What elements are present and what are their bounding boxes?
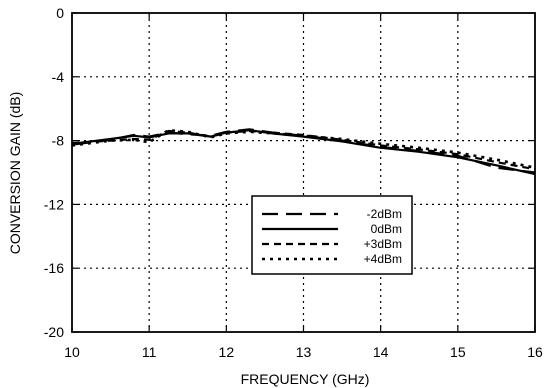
x-axis-title: FREQUENCY (GHz) [241,371,370,387]
x-tick-label: 10 [64,344,80,360]
legend-box [251,195,413,275]
x-tick-label: 15 [450,344,466,360]
y-tick-label: -8 [52,133,65,149]
series-line-3 [71,128,536,169]
y-tick-label: -4 [52,69,65,85]
x-tick-label: 11 [142,344,157,360]
series-lines [71,128,536,176]
legend-label: +3dBm [364,237,402,251]
y-axis-title: CONVERSION GAIN (dB) [7,92,23,255]
legend-label: 0dBm [371,222,402,236]
x-tick-label: 13 [296,344,312,360]
y-tick-label: 0 [56,5,64,21]
y-tick-label: -16 [44,260,64,276]
y-tick-label: -20 [44,324,64,340]
grid-lines [72,13,535,332]
legend-label: +4dBm [364,252,402,266]
x-tick-label: 12 [219,344,235,360]
axis-ticks: 10 11 12 13 14 15 16 0 -4 -8 -12 -16 -20 [44,5,543,360]
legend-label: -2dBm [367,207,402,221]
y-tick-label: -12 [44,196,64,212]
series-line-2 [71,129,536,171]
x-tick-label: 14 [373,344,389,360]
x-tick-label: 16 [527,344,543,360]
